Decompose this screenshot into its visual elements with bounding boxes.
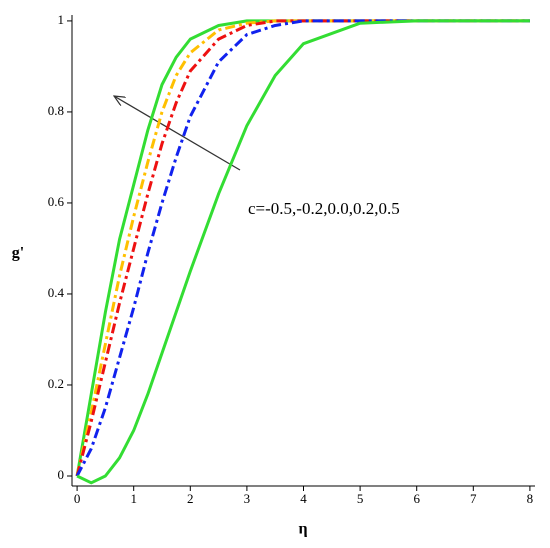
line-series (76, 19, 530, 485)
x-tick-label: 4 (300, 491, 307, 506)
annotation: c=-0.5,-0.2,0.0,0.2,0.5 (248, 199, 400, 218)
y-axis-title: g' (12, 245, 24, 262)
x-tick-label: 7 (470, 491, 477, 506)
x-tick-label: 3 (244, 491, 251, 506)
x-tick-label: 5 (357, 491, 364, 506)
line-series (75, 19, 530, 477)
x-tick-label: 0 (74, 491, 81, 506)
annotation-arrow (114, 96, 241, 171)
line-series (75, 19, 530, 477)
y-tick-label: 1 (58, 12, 65, 27)
y-tick-label: 0.6 (48, 194, 65, 209)
y-tick-label: 0.2 (48, 376, 64, 391)
x-tick-label: 2 (187, 491, 194, 506)
y-tick-label: 0 (58, 467, 65, 482)
x-axis-title: η (298, 521, 307, 538)
y-tick-label: 0.4 (48, 285, 65, 300)
line-series (75, 19, 530, 477)
y-tick-label: 0.8 (48, 103, 64, 118)
x-tick-label: 1 (130, 491, 137, 506)
line-series (75, 19, 530, 477)
x-tick-label: 6 (413, 491, 420, 506)
x-tick-label: 8 (527, 491, 534, 506)
